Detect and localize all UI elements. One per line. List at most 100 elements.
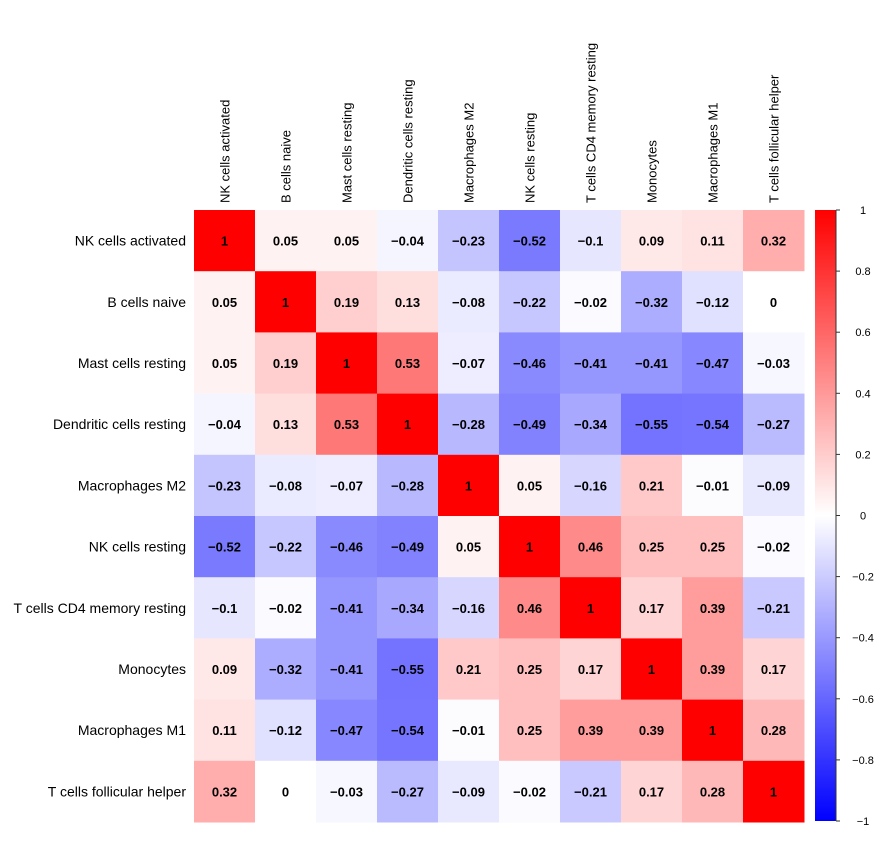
heatmap-cell-3-4	[438, 393, 500, 456]
row-label: NK cells resting	[89, 539, 186, 555]
heatmap-cell-3-3	[377, 393, 439, 456]
cell-value-label: −0.1	[212, 601, 238, 616]
colorbar-gradient	[815, 210, 836, 821]
cell-value-label: −0.07	[330, 478, 363, 493]
heatmap-cell-4-6	[560, 454, 622, 517]
colorbar-legend: 1 0.8 0.6 0.4 0.2 0 −0.2 −0.4 −0.6 −0.8 −1	[815, 205, 874, 828]
cell-value-label: 1	[343, 356, 350, 371]
heatmap-cell-9-3	[377, 760, 439, 823]
row-label: NK cells activated	[75, 233, 186, 249]
cell-value-label: −0.12	[269, 723, 302, 738]
heatmap-cell-9-9	[743, 760, 805, 823]
cell-value-label: −0.16	[574, 478, 607, 493]
heatmap-cell-3-8	[682, 393, 744, 456]
cell-value-label: −0.32	[635, 295, 668, 310]
cell-value-label: 0	[282, 784, 289, 799]
cell-value-label: 0.25	[517, 723, 542, 738]
cell-value-label: −0.46	[330, 540, 363, 555]
heatmap-cell-8-7	[621, 699, 683, 762]
heatmap-cell-2-7	[621, 332, 683, 395]
colorbar-tick-label: 0	[860, 511, 866, 523]
cell-value-label: −0.16	[452, 601, 485, 616]
heatmap-cell-7-9	[743, 638, 805, 701]
cell-value-label: −0.27	[757, 417, 790, 432]
cell-value-label: −0.55	[391, 662, 424, 677]
heatmap-cell-5-9	[743, 516, 805, 578]
cell-value-label: 0.25	[700, 540, 725, 555]
cell-value-label: −0.22	[513, 295, 546, 310]
cell-value-label: −0.28	[391, 478, 424, 493]
heatmap-cells: 1 0.05 0.05 −0.04 −0.23 −0.52 −0.1 0.09 0.11 0.32…	[194, 210, 805, 823]
cell-value-label: 0.53	[334, 417, 359, 432]
heatmap-cell-1-3	[377, 271, 439, 333]
cell-value-label: 1	[648, 662, 655, 677]
cell-value-label: 0.05	[273, 234, 298, 249]
row-label: B cells naive	[107, 294, 186, 310]
cell-value-label: −0.02	[574, 295, 607, 310]
heatmap-cell-7-0	[194, 638, 256, 701]
cell-value-label: −0.47	[330, 723, 363, 738]
cell-value-label: 0.32	[212, 784, 237, 799]
cell-value-label: −0.04	[208, 417, 242, 432]
cell-value-label: 0.05	[212, 356, 237, 371]
heatmap-cell-5-3	[377, 516, 439, 578]
cell-value-label: −0.09	[757, 478, 790, 493]
heatmap-cell-9-4	[438, 760, 500, 823]
cell-value-label: −0.1	[578, 234, 604, 249]
cell-value-label: 0.53	[395, 356, 420, 371]
heatmap-cell-8-9	[743, 699, 805, 762]
cell-value-label: 0.13	[395, 295, 420, 310]
heatmap-cell-9-2	[316, 760, 378, 823]
row-label: Dendritic cells resting	[53, 416, 186, 432]
cell-value-label: −0.41	[330, 662, 363, 677]
heatmap-cell-5-7	[621, 516, 683, 578]
heatmap-cell-8-5	[499, 699, 561, 762]
heatmap-cell-7-3	[377, 638, 439, 701]
heatmap-cell-2-4	[438, 332, 500, 395]
colorbar-tick-label: −1	[857, 816, 870, 828]
cell-value-label: −0.23	[452, 234, 485, 249]
heatmap-cell-4-7	[621, 454, 683, 517]
heatmap-cell-7-6	[560, 638, 622, 701]
cell-value-label: 1	[404, 417, 411, 432]
colorbar-tick-label: 0.8	[855, 266, 870, 278]
cell-value-label: 0.21	[456, 662, 481, 677]
row-label: Macrophages M2	[78, 477, 186, 493]
column-label: T cells CD4 memory resting	[584, 43, 599, 203]
cell-value-label: −0.12	[696, 295, 729, 310]
cell-value-label: −0.28	[452, 417, 485, 432]
cell-value-label: −0.54	[696, 417, 730, 432]
cell-value-label: −0.01	[696, 478, 729, 493]
heatmap-cell-8-1	[255, 699, 317, 762]
cell-value-label: −0.41	[635, 356, 668, 371]
heatmap-cell-7-1	[255, 638, 317, 701]
heatmap-cell-0-5	[499, 210, 561, 272]
heatmap-cell-0-8	[682, 210, 744, 272]
heatmap-cell-7-5	[499, 638, 561, 701]
cell-value-label: −0.04	[391, 234, 425, 249]
cell-value-label: 0	[770, 295, 777, 310]
heatmap-cell-1-7	[621, 271, 683, 333]
heatmap-cell-4-0	[194, 454, 256, 517]
column-label: Macrophages M1	[706, 103, 721, 203]
cell-value-label: 0.28	[700, 784, 725, 799]
heatmap-cell-3-1	[255, 393, 317, 456]
cell-value-label: 0.13	[273, 417, 298, 432]
cell-value-label: 0.39	[639, 723, 664, 738]
cell-value-label: −0.41	[330, 601, 363, 616]
heatmap-cell-8-0	[194, 699, 256, 762]
heatmap-cell-8-6	[560, 699, 622, 762]
heatmap-cell-5-0	[194, 516, 256, 578]
heatmap-cell-9-6	[560, 760, 622, 823]
cell-value-label: 0.05	[334, 234, 359, 249]
row-label: T cells follicular helper	[48, 783, 187, 799]
heatmap-cell-4-5	[499, 454, 561, 517]
cell-value-label: −0.21	[574, 784, 607, 799]
cell-value-label: 0.39	[700, 662, 725, 677]
heatmap-cell-1-9	[743, 271, 805, 333]
cell-value-label: −0.03	[330, 784, 363, 799]
cell-value-label: 0.39	[578, 723, 603, 738]
column-label: NK cells resting	[523, 113, 538, 203]
heatmap-cell-5-4	[438, 516, 500, 578]
cell-value-label: −0.02	[513, 784, 546, 799]
